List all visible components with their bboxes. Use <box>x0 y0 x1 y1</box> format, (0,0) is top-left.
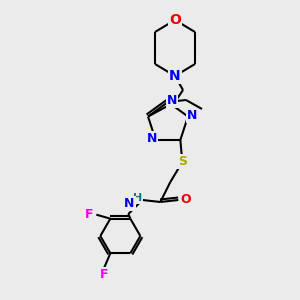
Text: N: N <box>167 94 177 106</box>
Text: O: O <box>180 194 191 206</box>
Text: O: O <box>169 13 181 27</box>
Text: N: N <box>169 69 181 83</box>
Text: H: H <box>133 193 142 203</box>
Text: N: N <box>124 197 134 211</box>
Text: S: S <box>178 155 187 169</box>
Text: F: F <box>100 268 109 281</box>
Text: F: F <box>85 208 94 221</box>
Text: N: N <box>146 133 157 146</box>
Text: N: N <box>187 109 197 122</box>
